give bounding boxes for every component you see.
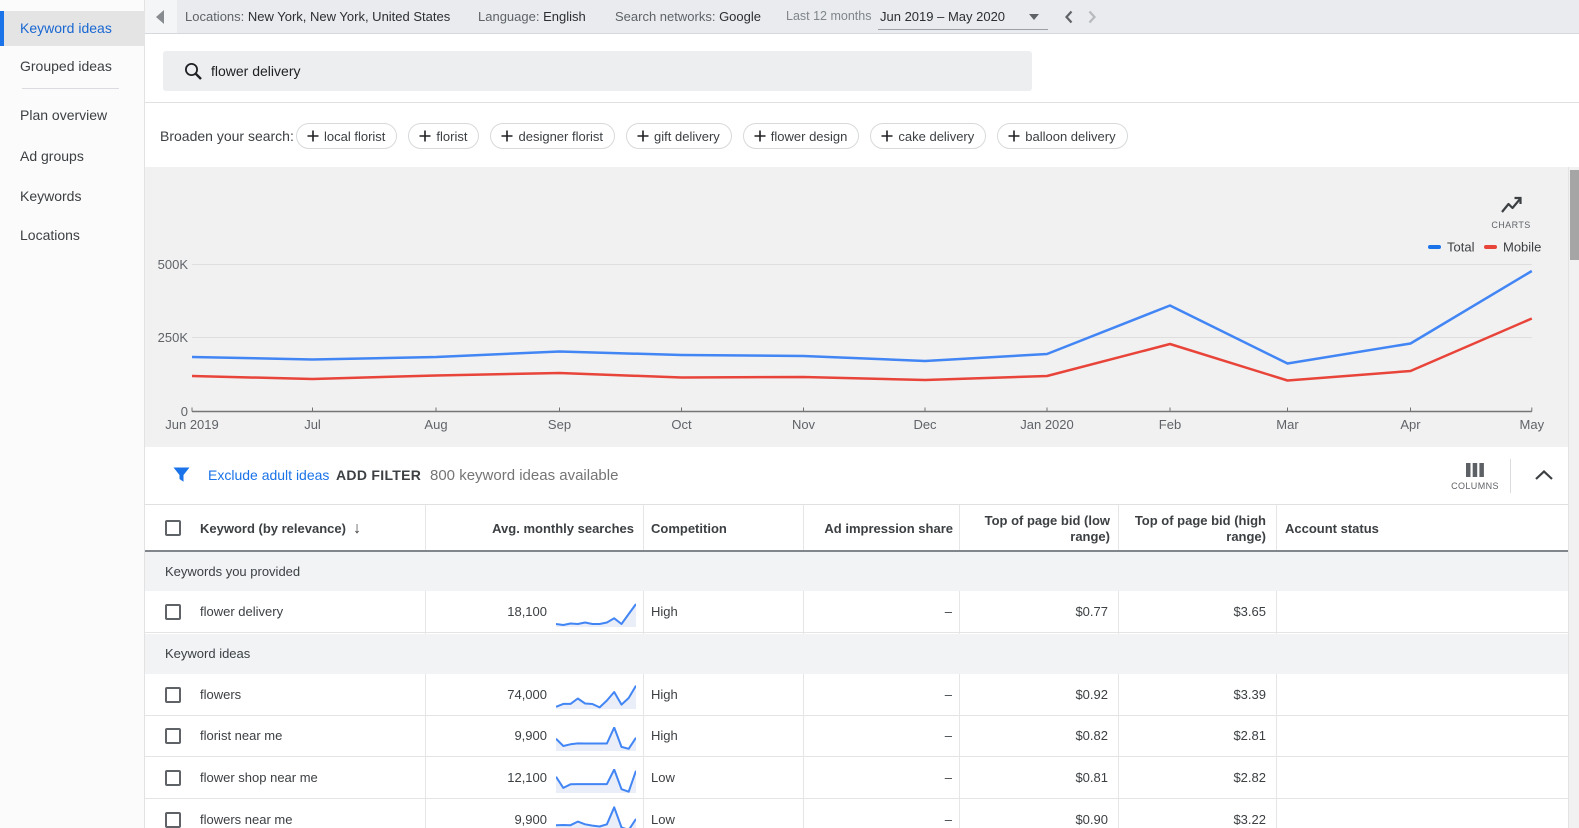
- svg-text:Jun 2019: Jun 2019: [165, 417, 219, 432]
- svg-text:Apr: Apr: [1400, 417, 1421, 432]
- svg-text:Jan 2020: Jan 2020: [1020, 417, 1074, 432]
- svg-text:Jul: Jul: [304, 417, 321, 432]
- svg-text:Oct: Oct: [671, 417, 692, 432]
- svg-text:CHARTS: CHARTS: [1491, 220, 1530, 230]
- svg-text:Nov: Nov: [792, 417, 816, 432]
- svg-text:Dec: Dec: [913, 417, 937, 432]
- svg-text:Aug: Aug: [424, 417, 447, 432]
- svg-text:Mobile: Mobile: [1503, 240, 1541, 255]
- svg-text:Feb: Feb: [1159, 417, 1181, 432]
- svg-text:500K: 500K: [158, 257, 189, 272]
- svg-text:250K: 250K: [158, 330, 189, 345]
- svg-text:May: May: [1520, 417, 1545, 432]
- svg-text:0: 0: [181, 404, 188, 419]
- svg-text:Mar: Mar: [1276, 417, 1299, 432]
- svg-text:Total: Total: [1447, 240, 1475, 255]
- svg-text:Sep: Sep: [548, 417, 571, 432]
